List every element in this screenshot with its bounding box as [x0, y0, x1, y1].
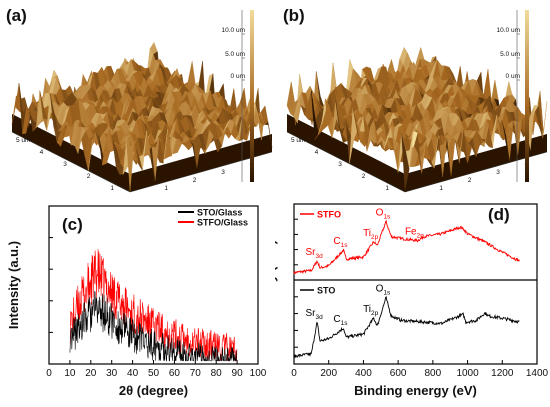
- panel-label-d: (d): [488, 205, 510, 224]
- afm-a-y-tick: 3: [221, 169, 225, 176]
- xrd-x-tick-label: 80: [211, 368, 223, 379]
- afm-b-scale-label: 5.0 um: [500, 51, 520, 58]
- xps-peak-label: Ti2p: [363, 228, 379, 241]
- xrd-legend-label: STFO/Glass: [197, 218, 248, 228]
- xrd-x-tick-label: 70: [190, 368, 202, 379]
- afm-a-x-tick: 1: [110, 185, 114, 192]
- afm-b-y-tick: 3: [496, 169, 500, 176]
- xps-y-axis-label: Intensity (a.u.): [275, 240, 278, 328]
- afm-b-surface: [286, 46, 548, 191]
- xps-legend-label: STFO: [317, 210, 341, 220]
- xps-peak-label: Sr3d: [305, 247, 323, 260]
- xps-x-tick-label: 1400: [526, 368, 549, 379]
- xrd-chart: 0 10 20 30 40 50 60 70 80 90 100 2θ (degree) Intensi…: [6, 205, 267, 398]
- xps-legend-label: STO: [317, 286, 335, 296]
- xrd-plot-frame: [48, 205, 259, 365]
- panel-label-a: (a): [6, 6, 27, 25]
- afm-b-x-tick: 2: [362, 173, 366, 180]
- afm-b-x-tick: 5 um: [291, 137, 305, 144]
- afm-a-x-tick: 3: [63, 161, 67, 168]
- xrd-x-tick-label: 30: [106, 368, 118, 379]
- xps-peak-label: O1s: [376, 284, 391, 297]
- afm-a-scale-label: 5.0 um: [225, 51, 245, 58]
- xps-x-tick-label: 1200: [491, 368, 514, 379]
- afm-a-scale-label: 0 um: [231, 73, 245, 80]
- xrd-x-tick-label: 10: [64, 368, 76, 379]
- afm-a-surface: [11, 41, 273, 192]
- afm-a-y-tick: 2: [193, 177, 197, 184]
- xps-peak-label: Ti2p: [363, 304, 379, 317]
- xps-x-tick-label: 1000: [456, 368, 479, 379]
- xrd-series-sto-glass: [69, 290, 237, 362]
- afm-b-axes: [286, 131, 548, 193]
- xrd-x-tick-label: 90: [232, 368, 244, 379]
- xps-peak-label: O1s: [376, 208, 391, 221]
- xps-series-sto: [293, 295, 520, 359]
- xrd-x-tick-label: 100: [250, 368, 267, 379]
- xrd-x-axis-label: 2θ (degree): [119, 383, 188, 398]
- afm-a-x-tick: 5 um: [16, 137, 30, 144]
- afm-b-x-tick: 4: [315, 149, 319, 156]
- panel-label-b: (b): [283, 6, 305, 25]
- xrd-x-tick-label: 20: [85, 368, 97, 379]
- xps-x-tick-label: 600: [390, 368, 407, 379]
- xrd-legend-label: STO/Glass: [197, 208, 242, 218]
- xrd-x-tick-label: 50: [148, 368, 160, 379]
- afm-b-base: [287, 114, 547, 192]
- afm-b-x-tick: 1: [385, 185, 389, 192]
- afm-b-y-tick: 1: [439, 185, 443, 192]
- xps-series-stfo: [293, 219, 520, 275]
- panel-label-c: (c): [62, 215, 83, 234]
- xps-peak-label: C1s: [333, 314, 348, 327]
- afm-a-colorbar: [250, 10, 254, 182]
- afm-b-scale-label: 10.0 um: [497, 27, 521, 34]
- afm-a-y-tick: 1: [164, 185, 168, 192]
- afm-a-axes: [11, 131, 273, 193]
- afm-a-x-tick: 4: [40, 149, 44, 156]
- xrd-x-tick-label: 40: [127, 368, 139, 379]
- xrd-x-tick-label: 0: [46, 368, 52, 379]
- xps-x-tick-label: 800: [425, 368, 442, 379]
- xps-chart: 0 200 400 600 800 1000 1200 1400 Binding energy …: [275, 203, 549, 398]
- xps-plot-frame: [293, 203, 538, 365]
- xrd-x-tick-label: 60: [169, 368, 181, 379]
- xps-peak-label: C1s: [333, 236, 348, 249]
- xps-peak-label: Sr3d: [305, 308, 323, 321]
- xps-x-axis-label: Binding energy (eV): [354, 383, 477, 398]
- xps-peak-label: Fe2p: [405, 227, 424, 240]
- xps-x-tick-label: 0: [291, 368, 297, 379]
- xrd-y-axis-label: Intensity (a.u.): [6, 241, 21, 329]
- afm-b-scale-label: 0 um: [506, 73, 520, 80]
- xps-x-tick-label: 400: [355, 368, 372, 379]
- afm-a-base: [12, 114, 272, 192]
- afm-b-colorbar: [525, 10, 529, 182]
- afm-a-scale-label: 10.0 um: [222, 27, 246, 34]
- afm-a-x-tick: 2: [87, 173, 91, 180]
- afm-b-y-tick: 2: [468, 177, 472, 184]
- xps-x-tick-label: 200: [320, 368, 337, 379]
- afm-b-x-tick: 3: [338, 161, 342, 168]
- xrd-series-stfo-glass: [69, 249, 238, 362]
